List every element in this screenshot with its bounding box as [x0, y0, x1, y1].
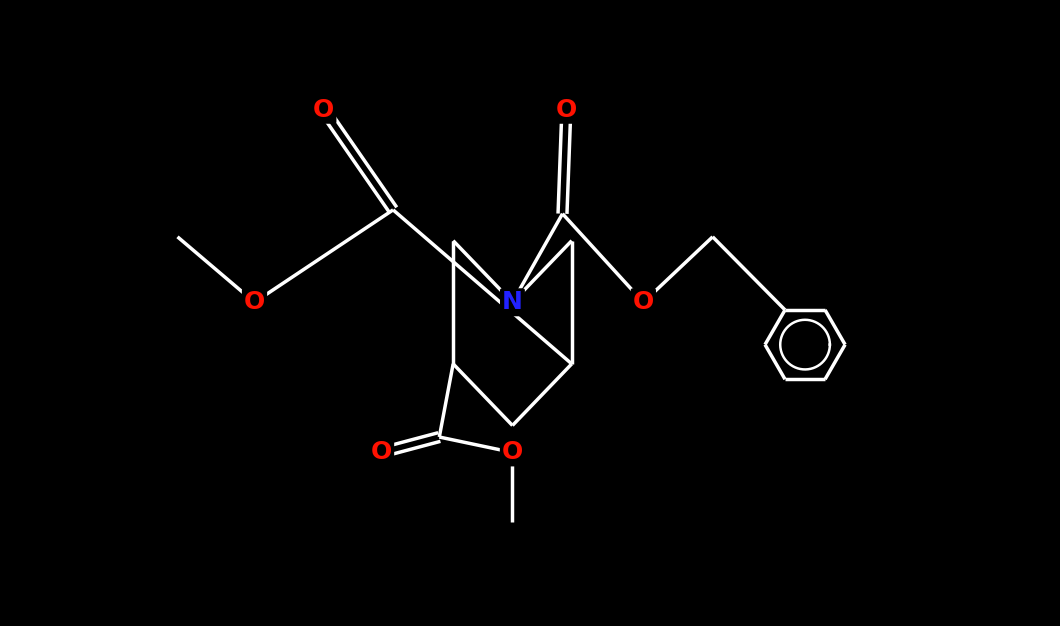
- Text: O: O: [371, 441, 392, 464]
- Text: O: O: [313, 98, 334, 122]
- Text: N: N: [502, 290, 523, 314]
- Text: O: O: [555, 98, 577, 122]
- Text: O: O: [244, 290, 265, 314]
- Text: O: O: [501, 441, 523, 464]
- Text: O: O: [633, 290, 654, 314]
